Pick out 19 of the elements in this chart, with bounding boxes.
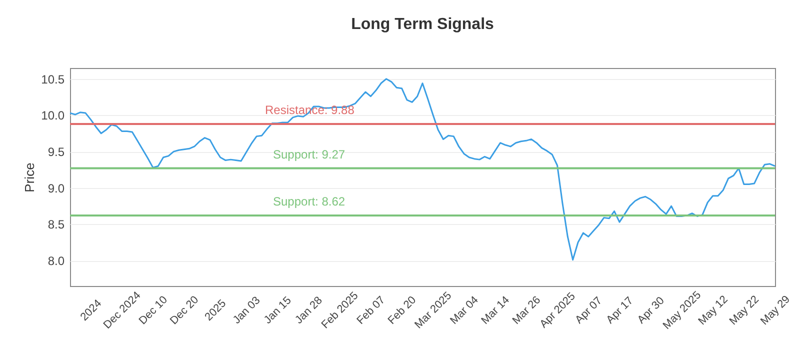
y-tick-label: 10.0 <box>41 108 65 123</box>
x-tick-label: Dec 20 <box>168 294 202 328</box>
x-tick-label: Mar 14 <box>479 294 512 327</box>
y-tick-label: 9.5 <box>48 145 65 160</box>
y-tick-label: 8.5 <box>48 218 65 232</box>
y-tick-label: 9.0 <box>48 181 65 196</box>
y-axis-title: Price <box>22 162 38 192</box>
chart-title: Long Term Signals <box>351 16 494 33</box>
y-tick-label: 10.5 <box>41 72 65 86</box>
x-tick-label: Jan 03 <box>230 294 263 326</box>
x-tick-label: Apr 07 <box>573 294 605 326</box>
x-tick-label: May 22 <box>727 294 762 328</box>
y-tick-label: 8.0 <box>48 254 65 268</box>
line-series <box>69 78 776 261</box>
x-tick-label: Apr 17 <box>604 294 636 326</box>
ref-line-label: Support: 9.27 <box>273 147 346 162</box>
ref-line-label: Support: 8.62 <box>273 194 346 209</box>
x-tick-label: May 29 <box>758 294 792 328</box>
x-tick-label: Jan 15 <box>262 294 294 326</box>
